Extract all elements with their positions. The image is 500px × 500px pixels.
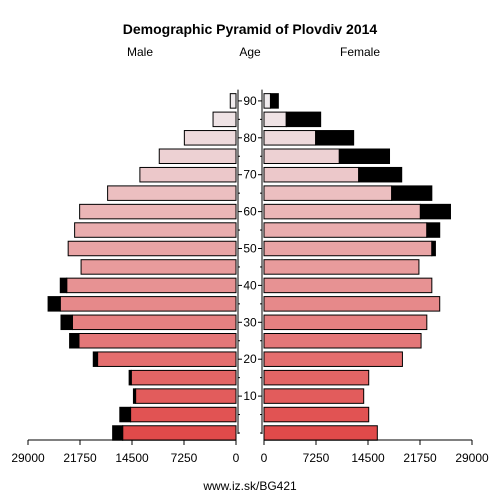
age-tick-label: 40 [243,278,257,292]
female-bar-70-74 [263,166,360,183]
female-excess-bar-50-54 [431,240,436,257]
male-excess-bar-25-29 [69,333,80,349]
age-tick-label: 20 [243,352,257,366]
male-bar-30-34 [71,314,237,331]
male-bar-15-19 [130,369,237,386]
age-tick-label: 60 [243,205,257,219]
male-x-tick-label: 7250 [171,451,198,465]
female-bar-25-29 [263,333,422,349]
male-bar-65-69 [107,185,237,201]
age-tick-label: 50 [243,242,257,256]
female-bar-15-19 [263,369,370,386]
female-excess-bar-85-89 [285,111,322,128]
female-bar-20-24 [263,351,403,367]
female-bar-5-9 [263,406,370,423]
female-bar-35-39 [263,296,441,312]
male-x-tick-label: 29000 [11,451,45,465]
female-bar-65-69 [263,185,393,201]
male-excess-bar-15-19 [128,369,132,386]
male-excess-bar-10-14 [132,388,137,404]
male-bar-45-49 [80,259,237,275]
female-bar-0-4 [263,425,378,441]
age-tick-label: 80 [243,131,257,145]
male-bar-75-79 [158,148,237,164]
male-excess-bar-20-24 [92,351,99,367]
female-excess-bar-90+ [269,93,279,109]
male-bar-35-39 [59,296,237,312]
male-excess-bar-5-9 [119,406,132,423]
male-bar-50-54 [67,240,237,257]
male-x-tick-label: 14500 [115,451,149,465]
age-tick-label: 30 [243,315,257,329]
male-bar-25-29 [78,333,237,349]
female-label: Female [340,45,380,59]
female-x-tick-label: 29000 [455,451,489,465]
male-bar-60-64 [79,203,237,220]
female-x-tick-label: 21750 [403,451,437,465]
male-bar-40-44 [66,277,237,294]
male-bar-80-84 [183,130,237,146]
female-x-tick-label: 7250 [303,451,330,465]
female-x-tick-label: 0 [261,451,268,465]
male-excess-bar-40-44 [59,277,68,294]
female-excess-bar-55-59 [426,222,441,238]
male-bar-90+ [229,93,237,109]
female-bar-90+ [263,93,271,109]
male-bar-85-89 [212,111,237,128]
male-excess-bar-30-34 [60,314,73,331]
female-bar-60-64 [263,203,421,220]
male-label: Male [127,45,153,59]
female-excess-bar-75-79 [338,148,391,164]
male-x-tick-label: 0 [233,451,240,465]
male-bar-5-9 [130,406,237,423]
female-excess-bar-65-69 [391,185,433,201]
female-excess-bar-80-84 [315,130,355,146]
female-bar-40-44 [263,277,433,294]
male-excess-bar-35-39 [47,296,61,312]
age-tick-label: 10 [243,389,257,403]
male-bar-70-74 [139,166,237,183]
female-bar-50-54 [263,240,433,257]
age-tick-label: 70 [243,168,257,182]
male-excess-bar-0-4 [112,425,124,441]
male-bar-55-59 [74,222,237,238]
female-bar-55-59 [263,222,428,238]
female-bar-75-79 [263,148,340,164]
male-x-tick-label: 21750 [63,451,97,465]
female-x-tick-label: 14500 [351,451,385,465]
female-bar-80-84 [263,130,317,146]
female-bar-10-14 [263,388,365,404]
male-bar-0-4 [122,425,237,441]
age-tick-label: 90 [243,94,257,108]
female-bar-85-89 [263,111,287,128]
male-bar-20-24 [97,351,237,367]
bars-group [47,93,451,441]
axes-group: 0 0 7250 7250 14500 14500 21750 21750 29000 29000… [11,89,489,465]
female-bar-30-34 [263,314,428,331]
age-label: Age [239,45,261,59]
female-excess-bar-60-64 [419,203,451,220]
male-bar-10-14 [135,388,237,404]
footer-url: www.iz.sk/BG421 [202,479,297,493]
chart-title: Demographic Pyramid of Plovdiv 2014 [123,21,378,37]
female-bar-45-49 [263,259,420,275]
female-excess-bar-70-74 [358,166,403,183]
